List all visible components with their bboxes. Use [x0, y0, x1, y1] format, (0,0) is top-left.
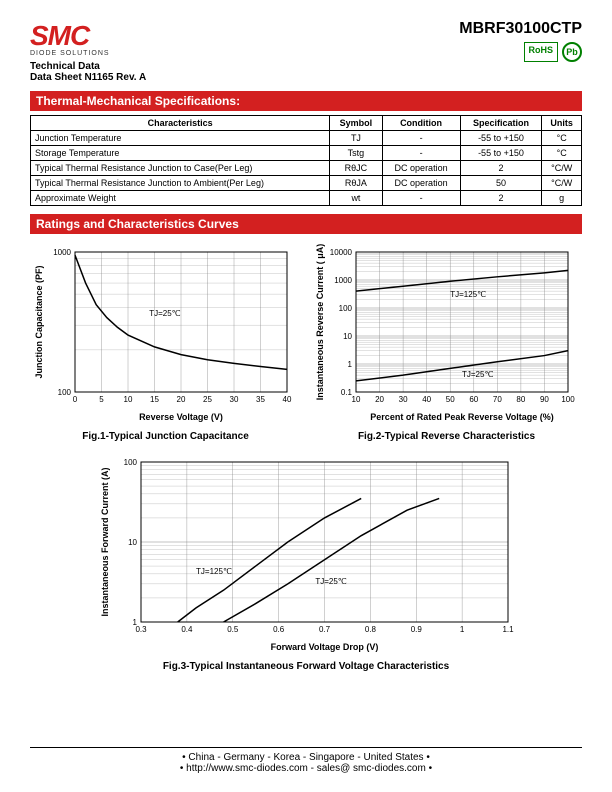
table-row: Typical Thermal Resistance Junction to A… — [31, 176, 582, 191]
svg-text:0.1: 0.1 — [341, 388, 353, 397]
svg-text:1: 1 — [460, 625, 465, 634]
svg-text:0: 0 — [73, 395, 78, 404]
svg-text:Instantaneous Reverse Current: Instantaneous Reverse Current ( μA) — [315, 244, 325, 400]
svg-text:70: 70 — [493, 395, 502, 404]
svg-text:1: 1 — [348, 360, 353, 369]
pbfree-badge: Pb — [562, 42, 582, 62]
svg-text:TJ=125℃: TJ=125℃ — [196, 567, 232, 576]
svg-text:100: 100 — [124, 458, 138, 467]
svg-text:40: 40 — [422, 395, 431, 404]
section-thermal-title: Thermal-Mechanical Specifications: — [30, 91, 582, 111]
svg-text:10000: 10000 — [330, 248, 353, 257]
table-row: Junction TemperatureTJ--55 to +150°C — [31, 131, 582, 146]
svg-text:TJ=25℃: TJ=25℃ — [149, 309, 180, 318]
charts-row-1: 0 5 10 15 20 25 30 35 40 100 1000 TJ=25℃ Reverse Vol… — [30, 244, 582, 442]
svg-text:0.3: 0.3 — [135, 625, 147, 634]
svg-text:Percent of Rated Peak Reverse: Percent of Rated Peak Reverse Voltage (%… — [370, 412, 553, 422]
spec-col-header: Symbol — [330, 116, 382, 131]
svg-text:60: 60 — [469, 395, 478, 404]
svg-text:1000: 1000 — [334, 276, 352, 285]
svg-text:TJ=25℃: TJ=25℃ — [315, 577, 346, 586]
svg-text:Instantaneous Forward Current: Instantaneous Forward Current (A) — [100, 467, 110, 616]
svg-text:100: 100 — [339, 304, 353, 313]
svg-text:5: 5 — [99, 395, 104, 404]
chart3-wrap: 0.3 0.4 0.5 0.6 0.7 0.8 0.9 1 1.1 1 10 100 TJ=125℃ TJ… — [30, 454, 582, 672]
table-row: Typical Thermal Resistance Junction to C… — [31, 161, 582, 176]
svg-text:10: 10 — [124, 395, 133, 404]
svg-text:TJ=125℃: TJ=125℃ — [450, 290, 486, 299]
svg-text:25: 25 — [203, 395, 212, 404]
svg-text:1: 1 — [133, 618, 138, 627]
svg-text:1.1: 1.1 — [502, 625, 514, 634]
svg-text:0.9: 0.9 — [411, 625, 423, 634]
spec-col-header: Specification — [460, 116, 542, 131]
logo-subtitle: DIODE SOLUTIONS — [30, 50, 146, 57]
svg-text:30: 30 — [399, 395, 408, 404]
svg-text:10: 10 — [128, 538, 137, 547]
page-footer: • China - Germany - Korea - Singapore - … — [30, 747, 582, 774]
spec-col-header: Units — [542, 116, 582, 131]
page-header: SMC DIODE SOLUTIONS Technical Data Data … — [30, 20, 582, 83]
svg-text:0.4: 0.4 — [181, 625, 193, 634]
chart2-caption: Fig.2-Typical Reverse Characteristics — [311, 431, 582, 442]
tech-data-label: Technical Data — [30, 61, 146, 72]
svg-text:90: 90 — [540, 395, 549, 404]
section-curves-title: Ratings and Characteristics Curves — [30, 214, 582, 234]
svg-text:20: 20 — [375, 395, 384, 404]
svg-text:0.5: 0.5 — [227, 625, 239, 634]
svg-text:80: 80 — [516, 395, 525, 404]
logo-block: SMC DIODE SOLUTIONS Technical Data Data … — [30, 20, 146, 83]
datasheet-rev: Data Sheet N1165 Rev. A — [30, 72, 146, 83]
svg-text:0.7: 0.7 — [319, 625, 331, 634]
header-right: MBRF30100CTP RoHS Pb — [459, 20, 582, 62]
svg-text:Junction Capacitance (PF): Junction Capacitance (PF) — [34, 265, 44, 378]
svg-text:35: 35 — [256, 395, 265, 404]
svg-text:10: 10 — [343, 332, 352, 341]
svg-text:20: 20 — [177, 395, 186, 404]
svg-text:10: 10 — [352, 395, 361, 404]
chart3-svg: 0.3 0.4 0.5 0.6 0.7 0.8 0.9 1 1.1 1 10 100 TJ=125℃ TJ… — [96, 454, 516, 654]
rohs-badge: RoHS — [524, 42, 559, 62]
svg-text:40: 40 — [283, 395, 292, 404]
chart2-box: 10 20 30 40 50 60 70 80 90 100 0.1 1 10 100 1000 10000 T… — [311, 244, 582, 442]
svg-text:100: 100 — [58, 388, 72, 397]
chart2-svg: 10 20 30 40 50 60 70 80 90 100 0.1 1 10 100 1000 10000 T… — [311, 244, 576, 424]
svg-text:30: 30 — [230, 395, 239, 404]
spec-table: CharacteristicsSymbolConditionSpecificat… — [30, 115, 582, 206]
svg-text:100: 100 — [561, 395, 575, 404]
chart3-caption: Fig.3-Typical Instantaneous Forward Volt… — [96, 661, 516, 672]
spec-col-header: Condition — [382, 116, 460, 131]
chart3-box: 0.3 0.4 0.5 0.6 0.7 0.8 0.9 1 1.1 1 10 100 TJ=125℃ TJ… — [96, 454, 516, 672]
svg-text:50: 50 — [446, 395, 455, 404]
chart1-svg: 0 5 10 15 20 25 30 35 40 100 1000 TJ=25℃ Reverse Vol… — [30, 244, 295, 424]
svg-text:TJ=25℃: TJ=25℃ — [462, 370, 493, 379]
svg-text:Reverse Voltage (V): Reverse Voltage (V) — [139, 412, 223, 422]
chart1-box: 0 5 10 15 20 25 30 35 40 100 1000 TJ=25℃ Reverse Vol… — [30, 244, 301, 442]
svg-text:0.8: 0.8 — [365, 625, 377, 634]
part-number: MBRF30100CTP — [459, 20, 582, 38]
table-row: Storage TemperatureTstg--55 to +150°C — [31, 146, 582, 161]
svg-text:15: 15 — [150, 395, 159, 404]
footer-locations: • China - Germany - Korea - Singapore - … — [30, 752, 582, 763]
svg-text:1000: 1000 — [53, 248, 71, 257]
logo-text: SMC — [30, 20, 89, 52]
spec-col-header: Characteristics — [31, 116, 330, 131]
svg-text:0.6: 0.6 — [273, 625, 285, 634]
svg-text:Forward Voltage Drop (V): Forward Voltage Drop (V) — [271, 642, 379, 652]
footer-contact: • http://www.smc-diodes.com - sales@ smc… — [30, 763, 582, 774]
chart1-caption: Fig.1-Typical Junction Capacitance — [30, 431, 301, 442]
table-row: Approximate Weightwt-2g — [31, 191, 582, 206]
